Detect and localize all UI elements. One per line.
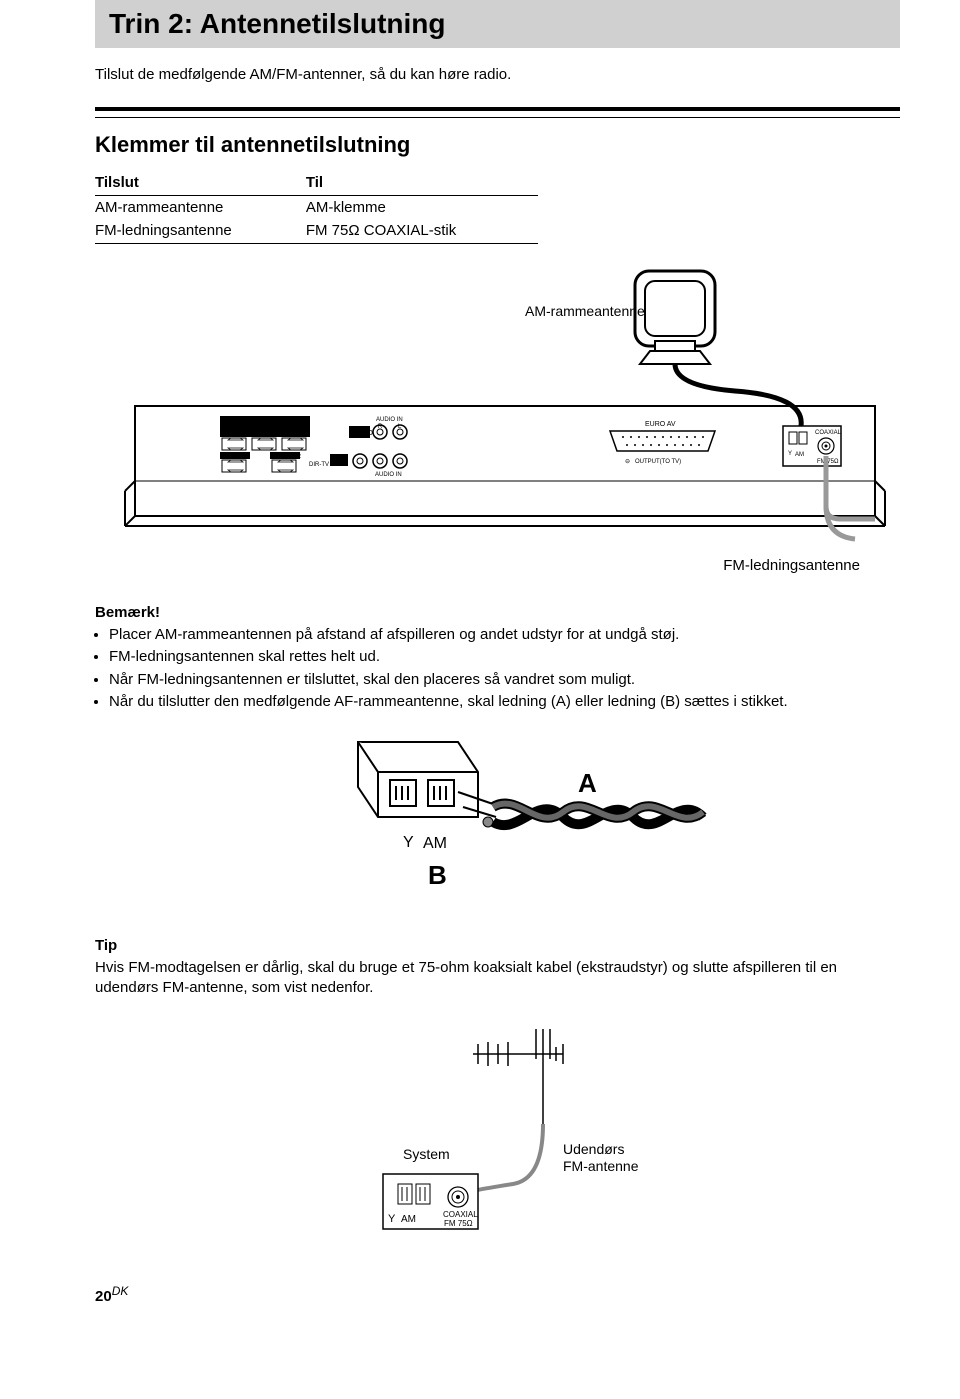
lbl: AUDIO IN xyxy=(375,472,402,478)
lbl: VIDEO xyxy=(351,430,373,437)
system-label: System xyxy=(403,1146,450,1162)
sat-panel: SAT VIDEO AUDIO IN R L AUDIO IN xyxy=(330,417,407,478)
cell: AM-klemme xyxy=(306,196,538,220)
table-header-row: Tilslut Til xyxy=(95,170,538,196)
am-ramme-label: AM-rammeantenne xyxy=(525,303,645,319)
list-item: Når FM-ledningsantennen er tilsluttet, s… xyxy=(109,670,900,690)
table-row: AM-rammeantenne AM-klemme xyxy=(95,196,538,220)
antenna-icon: Y xyxy=(403,834,414,851)
device-diagram: AM-rammeantenne SPEAKER FRONT R CENTER F… xyxy=(95,266,900,574)
a-label: A xyxy=(578,768,597,798)
outdoor-diagram: Udendørs FM-antenne System Y AM COAXIAL … xyxy=(95,1019,900,1244)
lbl: R xyxy=(378,424,383,430)
lbl: ⊖ xyxy=(625,459,630,465)
lbl: SAT xyxy=(333,458,347,465)
section-heading: Klemmer til antennetilslutning xyxy=(95,132,900,158)
udendors-label: Udendørs xyxy=(563,1141,624,1157)
fm-ledning-label: FM-ledningsantenne xyxy=(95,557,860,574)
list-item: Når du tilslutter den medfølgende AF-ram… xyxy=(109,692,900,712)
page-footer: 20DK xyxy=(95,1284,900,1305)
table-row: FM-ledningsantenne FM 75Ω COAXIAL-stik xyxy=(95,219,538,244)
b-label: B xyxy=(428,860,447,890)
lbl: DIR-TV xyxy=(309,462,329,468)
euro-av-panel: EURO AV ⊖ OUTPUT(TO TV) xyxy=(610,421,715,465)
lbl: WOOFER xyxy=(222,454,250,460)
page-dk: DK xyxy=(112,1284,129,1298)
cell: AM-rammeantenne xyxy=(95,196,306,220)
lbl: AUDIO IN xyxy=(376,417,403,423)
twisted-wire-icon xyxy=(493,804,703,826)
speaker-panel: SPEAKER FRONT R CENTER FRONT L WOOFER WO… xyxy=(220,416,329,472)
fm75-label: FM 75Ω xyxy=(444,1219,473,1228)
bemark-list: Placer AM-rammeantennen på afstand af af… xyxy=(95,625,900,712)
am-label: AM xyxy=(423,835,447,852)
title-bar: Trin 2: Antennetilslutning xyxy=(95,0,900,48)
list-item: FM-ledningsantennen skal rettes helt ud. xyxy=(109,647,900,667)
intro-text: Tilslut de medfølgende AM/FM-antenner, s… xyxy=(95,66,900,83)
klemmer-table: Tilslut Til AM-rammeantenne AM-klemme FM… xyxy=(95,170,538,244)
divider-heavy xyxy=(95,107,900,111)
lbl: EURO AV xyxy=(645,421,676,428)
cell: FM-ledningsantenne xyxy=(95,219,306,244)
am-label: AM xyxy=(401,1214,416,1225)
lbl: AM xyxy=(795,452,804,458)
lbl: FRONT R xyxy=(222,432,249,438)
ab-diagram: Y AM A B xyxy=(95,732,900,897)
lbl: WOOFER xyxy=(274,454,302,460)
outdoor-antenna-icon xyxy=(473,1029,563,1124)
bemark-heading: Bemærk! xyxy=(95,604,900,621)
fm-antenne-label: FM-antenne xyxy=(563,1158,639,1174)
coaxial-label: COAXIAL xyxy=(443,1210,478,1219)
antenna-icon: Y xyxy=(788,451,792,457)
connector-block-icon xyxy=(358,742,478,817)
lbl: CENTER xyxy=(253,432,278,438)
lbl: FRONT L xyxy=(282,432,308,438)
speaker-label: SPEAKER xyxy=(247,421,280,428)
lbl: OUTPUT(TO TV) xyxy=(635,459,681,465)
tip-body: Hvis FM-modtagelsen er dårlig, skal du b… xyxy=(95,958,900,999)
cell: FM 75Ω COAXIAL-stik xyxy=(306,219,538,244)
tip-heading: Tip xyxy=(95,937,900,954)
page-number: 20 xyxy=(95,1288,112,1305)
divider-thin xyxy=(95,117,900,118)
th-til: Til xyxy=(306,170,538,196)
antenna-terminal: Y AM COAXIAL FM 75Ω xyxy=(783,426,842,466)
am-loop-antenna-icon xyxy=(635,271,715,364)
page-title: Trin 2: Antennetilslutning xyxy=(109,8,886,40)
lbl: COAXIAL xyxy=(815,430,842,436)
list-item: Placer AM-rammeantennen på afstand af af… xyxy=(109,625,900,645)
antenna-icon: Y xyxy=(388,1213,396,1225)
th-tilslut: Tilslut xyxy=(95,170,306,196)
